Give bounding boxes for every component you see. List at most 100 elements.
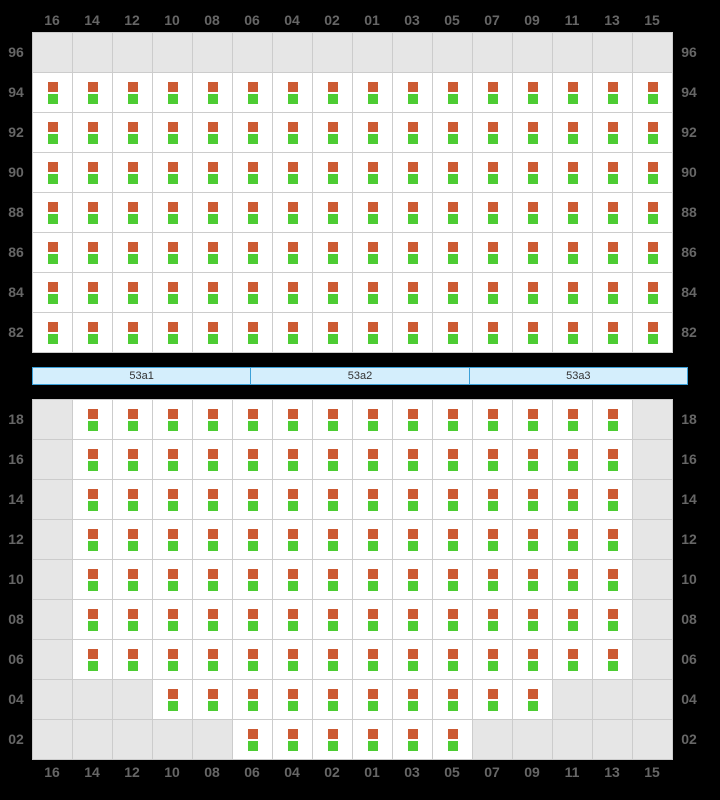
seat-active[interactable] xyxy=(33,233,72,272)
seat-active[interactable] xyxy=(73,153,112,192)
seat-active[interactable] xyxy=(193,193,232,232)
seat-active[interactable] xyxy=(193,560,232,599)
seat-active[interactable] xyxy=(513,600,552,639)
seat-active[interactable] xyxy=(593,313,632,352)
seat-active[interactable] xyxy=(193,273,232,312)
seat-active[interactable] xyxy=(73,233,112,272)
seat-active[interactable] xyxy=(633,73,672,112)
seat-active[interactable] xyxy=(153,73,192,112)
seat-active[interactable] xyxy=(153,400,192,439)
seat-active[interactable] xyxy=(473,560,512,599)
seat-active[interactable] xyxy=(153,113,192,152)
seat-active[interactable] xyxy=(593,600,632,639)
seat-active[interactable] xyxy=(473,193,512,232)
seat-active[interactable] xyxy=(353,480,392,519)
seat-active[interactable] xyxy=(153,560,192,599)
seat-active[interactable] xyxy=(393,520,432,559)
seat-active[interactable] xyxy=(633,273,672,312)
seat-active[interactable] xyxy=(113,400,152,439)
seat-active[interactable] xyxy=(113,480,152,519)
seat-active[interactable] xyxy=(433,313,472,352)
seat-active[interactable] xyxy=(353,233,392,272)
seat-active[interactable] xyxy=(353,273,392,312)
seat-active[interactable] xyxy=(313,400,352,439)
seat-active[interactable] xyxy=(233,560,272,599)
seat-active[interactable] xyxy=(473,440,512,479)
seat-active[interactable] xyxy=(353,600,392,639)
seat-active[interactable] xyxy=(233,600,272,639)
seat-active[interactable] xyxy=(353,680,392,719)
seat-active[interactable] xyxy=(353,640,392,679)
seat-active[interactable] xyxy=(353,520,392,559)
seat-active[interactable] xyxy=(633,193,672,232)
seat-active[interactable] xyxy=(593,233,632,272)
seat-active[interactable] xyxy=(433,193,472,232)
seat-active[interactable] xyxy=(153,233,192,272)
seat-active[interactable] xyxy=(193,73,232,112)
seat-active[interactable] xyxy=(513,560,552,599)
seat-active[interactable] xyxy=(433,400,472,439)
seat-active[interactable] xyxy=(553,233,592,272)
seat-active[interactable] xyxy=(393,153,432,192)
seat-active[interactable] xyxy=(513,680,552,719)
seat-active[interactable] xyxy=(73,273,112,312)
seat-active[interactable] xyxy=(513,440,552,479)
seat-active[interactable] xyxy=(153,640,192,679)
seat-active[interactable] xyxy=(513,480,552,519)
seat-active[interactable] xyxy=(193,400,232,439)
seat-active[interactable] xyxy=(513,273,552,312)
seat-active[interactable] xyxy=(73,600,112,639)
seat-active[interactable] xyxy=(273,313,312,352)
seat-active[interactable] xyxy=(433,680,472,719)
seat-active[interactable] xyxy=(633,153,672,192)
seat-active[interactable] xyxy=(193,640,232,679)
seat-active[interactable] xyxy=(273,273,312,312)
seat-active[interactable] xyxy=(353,193,392,232)
seat-active[interactable] xyxy=(633,313,672,352)
seat-active[interactable] xyxy=(393,720,432,759)
seat-active[interactable] xyxy=(233,73,272,112)
seat-active[interactable] xyxy=(73,640,112,679)
seat-active[interactable] xyxy=(433,113,472,152)
seat-active[interactable] xyxy=(313,313,352,352)
seat-active[interactable] xyxy=(233,640,272,679)
seat-active[interactable] xyxy=(113,520,152,559)
seat-active[interactable] xyxy=(113,560,152,599)
seat-active[interactable] xyxy=(513,400,552,439)
seat-active[interactable] xyxy=(433,273,472,312)
seat-active[interactable] xyxy=(233,113,272,152)
seat-active[interactable] xyxy=(593,560,632,599)
seat-active[interactable] xyxy=(553,440,592,479)
seat-active[interactable] xyxy=(593,73,632,112)
seat-active[interactable] xyxy=(473,640,512,679)
seat-active[interactable] xyxy=(393,113,432,152)
seat-active[interactable] xyxy=(393,73,432,112)
seat-active[interactable] xyxy=(393,600,432,639)
seat-active[interactable] xyxy=(313,600,352,639)
seat-active[interactable] xyxy=(73,313,112,352)
seat-active[interactable] xyxy=(393,480,432,519)
seat-active[interactable] xyxy=(513,313,552,352)
seat-active[interactable] xyxy=(153,153,192,192)
seat-active[interactable] xyxy=(433,640,472,679)
seat-active[interactable] xyxy=(313,560,352,599)
seat-active[interactable] xyxy=(353,560,392,599)
seat-active[interactable] xyxy=(593,640,632,679)
seat-active[interactable] xyxy=(233,440,272,479)
seat-active[interactable] xyxy=(73,113,112,152)
seat-active[interactable] xyxy=(273,680,312,719)
seat-active[interactable] xyxy=(593,400,632,439)
seat-active[interactable] xyxy=(593,193,632,232)
seat-active[interactable] xyxy=(233,273,272,312)
seat-active[interactable] xyxy=(553,400,592,439)
seat-active[interactable] xyxy=(153,440,192,479)
seat-active[interactable] xyxy=(513,73,552,112)
seat-active[interactable] xyxy=(393,440,432,479)
seat-active[interactable] xyxy=(433,440,472,479)
seat-active[interactable] xyxy=(513,520,552,559)
seat-active[interactable] xyxy=(33,153,72,192)
seat-active[interactable] xyxy=(433,233,472,272)
seat-active[interactable] xyxy=(593,273,632,312)
seat-active[interactable] xyxy=(233,233,272,272)
seat-active[interactable] xyxy=(353,153,392,192)
